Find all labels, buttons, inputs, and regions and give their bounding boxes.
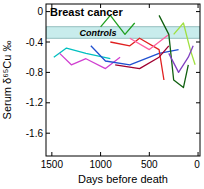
plot-area [46, 15, 200, 87]
y-tick [196, 102, 200, 103]
y-tick [46, 133, 50, 134]
y-tick-label: -0.8 [26, 67, 44, 78]
x-tick-label: 1500 [41, 159, 64, 170]
x-tick [149, 152, 150, 156]
x-axis-label: Days before death [78, 173, 168, 185]
series-line [60, 53, 120, 68]
y-tick [196, 42, 200, 43]
x-tick [198, 152, 199, 156]
y-tick [46, 72, 50, 73]
series-line [174, 23, 195, 65]
series-line [91, 46, 179, 65]
band-label: Controls [80, 28, 117, 38]
y-axis-label: Serum δ⁶⁵Cu ‰ [1, 41, 13, 120]
x-tick [51, 152, 52, 156]
x-tick-label: 0 [194, 159, 200, 170]
y-tick [196, 133, 200, 134]
y-tick [196, 11, 200, 12]
x-tick [198, 4, 199, 8]
series-line [115, 46, 169, 69]
y-tick-label: -0.4 [26, 37, 44, 48]
x-tick [100, 152, 101, 156]
y-tick [196, 72, 200, 73]
y-tick-label: -1.6 [26, 128, 44, 139]
y-tick-label: -1.2 [26, 97, 44, 108]
series-line [130, 34, 169, 49]
x-tick-label: 500 [141, 159, 158, 170]
x-tick [149, 4, 150, 8]
series-line [169, 46, 193, 73]
y-tick [46, 42, 50, 43]
chart: 1500 1000 500 0 -1.6 -1.2 -0.8 -0.4 0 Days before… [0, 0, 204, 189]
plot-frame [46, 4, 200, 156]
y-tick-label: 0 [37, 6, 43, 17]
y-tick [46, 102, 50, 103]
title: Breast cancer [50, 6, 123, 18]
x-tick-label: 1000 [89, 159, 112, 170]
